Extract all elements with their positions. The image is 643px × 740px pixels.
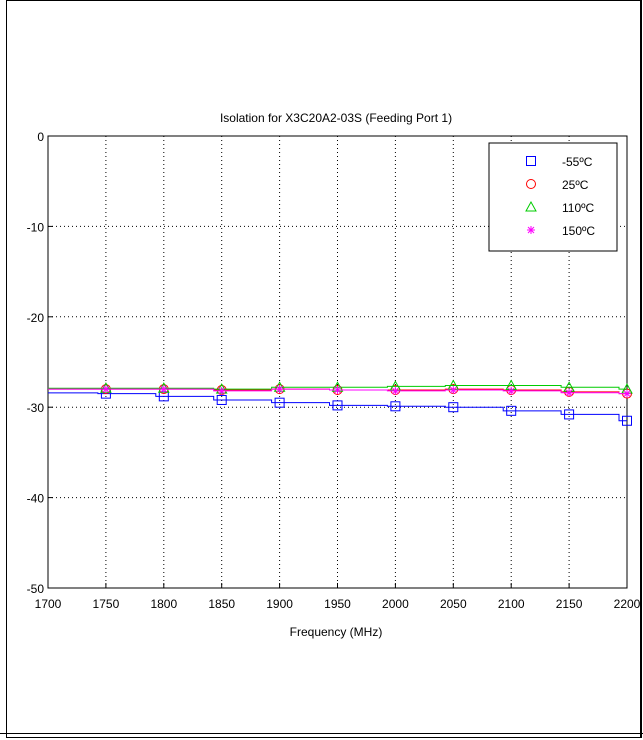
grid-layer <box>48 136 627 588</box>
series-layer <box>48 379 633 426</box>
data-point <box>623 389 631 398</box>
y-tick-label: -20 <box>27 311 45 325</box>
x-tick-label: 2150 <box>556 597 583 611</box>
legend-marker <box>527 226 535 234</box>
data-point <box>217 386 226 395</box>
legend-label: 150ºC <box>562 224 595 238</box>
x-tick-label: 2050 <box>440 597 467 611</box>
series-star <box>48 385 631 398</box>
data-point <box>622 415 632 426</box>
x-tick-label: 2200 <box>614 597 641 611</box>
data-point <box>448 402 459 413</box>
data-point <box>216 394 227 405</box>
y-tick-label: -50 <box>27 582 45 596</box>
x-tick-label: 1750 <box>93 597 120 611</box>
legend-label: 110ºC <box>562 201 595 215</box>
legend-marker <box>525 200 537 212</box>
x-tick-label: 2000 <box>382 597 409 611</box>
y-tick-label: -40 <box>27 492 45 506</box>
legend-label: 25ºC <box>562 178 589 192</box>
data-point <box>565 388 574 397</box>
data-point <box>159 385 168 394</box>
data-point <box>390 401 401 412</box>
data-point <box>332 400 343 411</box>
data-point <box>333 386 342 395</box>
data-point <box>507 386 516 395</box>
data-point <box>449 386 458 395</box>
data-point <box>564 409 575 420</box>
chart-title: Isolation for X3C20A2-03S (Feeding Port … <box>220 111 452 125</box>
y-tick-label: 0 <box>37 130 44 144</box>
figure-frame <box>6 0 642 738</box>
series-square <box>48 388 632 426</box>
legend-marker <box>526 179 536 189</box>
bottom-rule <box>0 733 643 734</box>
x-tick-label: 2100 <box>498 597 525 611</box>
series-line <box>48 392 627 422</box>
data-point <box>101 385 110 394</box>
x-tick-label: 1850 <box>208 597 235 611</box>
data-point <box>391 386 400 395</box>
y-tick-label: -30 <box>27 401 45 415</box>
legend: -55ºC 25ºC 110ºC 150ºC <box>488 142 618 252</box>
legend-marker <box>526 156 536 166</box>
x-axis-label: Frequency (MHz) <box>290 625 383 639</box>
series-line <box>48 388 627 395</box>
x-tick-label: 1900 <box>266 597 293 611</box>
tick-layer: 1700 1750 1800 1850 1900 1950 2000 2050 2100 2150… <box>27 130 641 611</box>
x-tick-label: 1800 <box>150 597 177 611</box>
series-line <box>48 385 627 390</box>
x-tick-label: 1950 <box>324 597 351 611</box>
data-point <box>274 397 285 408</box>
x-tick-label: 1700 <box>35 597 62 611</box>
y-tick-label: -10 <box>27 220 45 234</box>
legend-box <box>488 142 618 252</box>
data-point <box>506 405 517 416</box>
data-point <box>275 385 284 394</box>
legend-label: -55ºC <box>562 155 593 169</box>
